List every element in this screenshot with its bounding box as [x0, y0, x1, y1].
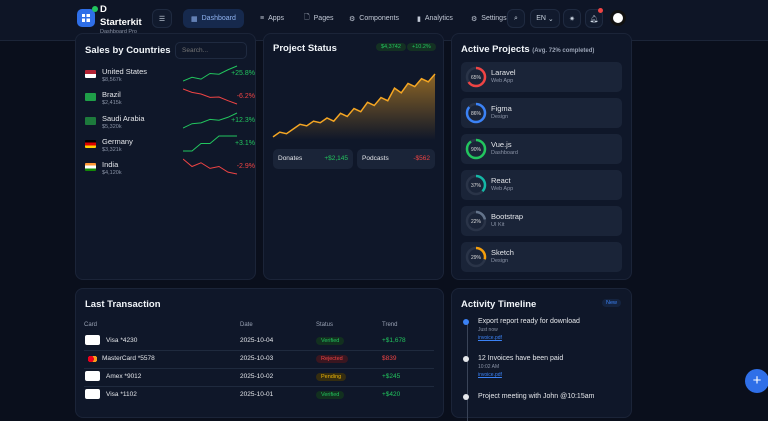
last-transaction-card: Last Transaction: [75, 288, 444, 418]
progress-ring: 86%: [465, 102, 487, 124]
flag-icon: [85, 93, 96, 102]
chart-area: [273, 74, 435, 140]
progress-ring: 22%: [465, 210, 487, 232]
column-header: Date: [240, 322, 253, 328]
amount-badge: $4,3742: [376, 43, 406, 51]
card-title: Activity Timeline: [461, 299, 537, 310]
brand: D Starterkit Dashboard Pro: [100, 4, 142, 35]
activity-timeline-card: Activity Timeline New: [451, 288, 632, 421]
status-badge: Verified: [316, 337, 345, 345]
card-title: Last Transaction: [85, 299, 161, 310]
card-title: Sales by Countries: [85, 45, 171, 56]
table-row[interactable]: Amex *9012 2025-10-02 Pending +$245: [84, 369, 434, 387]
country-row[interactable]: Saudi Arabia $5,320k +12.3%: [85, 112, 255, 136]
status-badge: Verified: [316, 391, 345, 399]
new-badge: New: [601, 299, 621, 307]
project-item[interactable]: 29% Sketch Design: [461, 242, 622, 272]
notifications-button[interactable]: 🔔︎: [585, 8, 603, 28]
add-fab-button[interactable]: +: [745, 369, 768, 393]
svg-text:86%: 86%: [471, 111, 482, 117]
file-icon: 🗋: [304, 14, 310, 21]
grid-icon: ▦: [191, 15, 198, 23]
card-title: Project Status: [273, 43, 337, 54]
svg-text:37%: 37%: [471, 183, 482, 189]
card-icon: [85, 389, 100, 399]
table-row[interactable]: MasterCard *5578 2025-10-03 Rejected $83…: [84, 351, 434, 369]
sparkline: [183, 135, 237, 152]
card-icon: [85, 335, 100, 345]
nav-settings[interactable]: ⚙ Settings: [471, 15, 507, 23]
country-row[interactable]: United States $8,567k +25.8%: [85, 65, 255, 89]
country-row[interactable]: Germany $3,321k +3.1%: [85, 135, 255, 159]
svg-text:90%: 90%: [471, 147, 482, 153]
nav-pages[interactable]: 🗋 Pages: [304, 14, 334, 22]
timeline-dot: [463, 319, 469, 325]
timeline-line: [467, 321, 468, 421]
project-item[interactable]: 22% Bootstrap UI Kit: [461, 206, 622, 236]
bell-icon: 🔔︎: [589, 15, 599, 23]
project-item[interactable]: 37% React Web App: [461, 170, 622, 200]
active-projects-card: Active Projects (Avg. 72% completed) 65%…: [451, 33, 632, 280]
column-header: Status: [316, 322, 334, 328]
podcasts-stat: Podcasts -$562: [357, 149, 435, 169]
invoice-link[interactable]: invoice.pdf: [478, 372, 502, 378]
sparkline: [183, 65, 238, 82]
logo-icon[interactable]: [77, 6, 98, 27]
timeline-dot: [463, 394, 469, 400]
language-select[interactable]: EN ⌄: [530, 9, 560, 28]
nav-apps[interactable]: ≡ Apps: [260, 15, 285, 22]
flag-icon: [85, 70, 96, 78]
nav-dashboard[interactable]: ▦ Dashboard: [183, 9, 244, 28]
country-row[interactable]: India $4,120k -2.9%: [85, 158, 255, 182]
progress-ring: 37%: [465, 174, 487, 196]
menu-toggle-button[interactable]: ☰: [152, 9, 172, 28]
cog-icon: ⚙: [471, 15, 478, 23]
gear-icon: ⚙: [349, 15, 356, 23]
bar-chart-icon: ▮: [417, 15, 421, 23]
sparkline: [183, 112, 238, 129]
status-badge: Rejected: [316, 355, 348, 363]
flag-icon: [85, 163, 96, 172]
nav-components[interactable]: ⚙ Components: [349, 15, 399, 23]
sparkline: [183, 88, 238, 105]
svg-text:29%: 29%: [471, 255, 482, 261]
sun-icon: ✷: [569, 15, 575, 23]
change-badge: +10.2%: [407, 43, 436, 51]
column-header: Card: [84, 322, 98, 328]
timeline-dot: [463, 356, 469, 362]
country-search-input[interactable]: [175, 42, 247, 59]
nav-analytics[interactable]: ▮ Analytics: [417, 15, 453, 23]
svg-text:22%: 22%: [471, 219, 482, 225]
flag-icon: [85, 139, 96, 148]
project-item[interactable]: 86% Figma Design: [461, 98, 622, 128]
search-button[interactable]: ⌕: [507, 9, 525, 28]
sales-by-countries-card: Sales by Countries United States $8,567k…: [75, 33, 256, 280]
country-row[interactable]: Brazil $2,415k -6.2%: [85, 88, 255, 112]
progress-ring: 65%: [465, 66, 487, 88]
card-title: Active Projects (Avg. 72% completed): [461, 44, 595, 55]
project-item[interactable]: 90% Vue.js Dashboard: [461, 134, 622, 164]
project-status-chart: [272, 73, 436, 140]
invoice-link[interactable]: invoice.pdf: [478, 335, 502, 341]
project-item[interactable]: 65% Laravel Web App: [461, 62, 622, 92]
donates-stat: Donates +$2,145: [273, 149, 353, 169]
flag-icon: [85, 116, 96, 125]
table-row[interactable]: Visa *4230 2025-10-04 Verified +$1,678: [84, 333, 434, 351]
column-header: Trend: [382, 322, 398, 328]
progress-ring: 90%: [465, 138, 487, 160]
progress-ring: 29%: [465, 246, 487, 268]
mastercard-icon: [88, 356, 97, 362]
svg-text:65%: 65%: [471, 75, 482, 81]
table-row[interactable]: Visa *1102 2025-10-01 Verified +$420: [84, 387, 434, 405]
card-icon: [85, 371, 100, 381]
status-badge: Pending: [316, 373, 347, 381]
theme-toggle-button[interactable]: ✷: [563, 9, 581, 28]
sparkline: [183, 158, 238, 175]
list-icon: ≡: [260, 15, 265, 22]
search-icon: ⌕: [514, 14, 518, 22]
github-icon[interactable]: [610, 10, 626, 26]
hamburger-icon: ☰: [158, 15, 166, 23]
project-status-card: Project Status $4,3742 +10.2% Donates +$2…: [263, 33, 444, 280]
chart-line: [272, 73, 436, 138]
